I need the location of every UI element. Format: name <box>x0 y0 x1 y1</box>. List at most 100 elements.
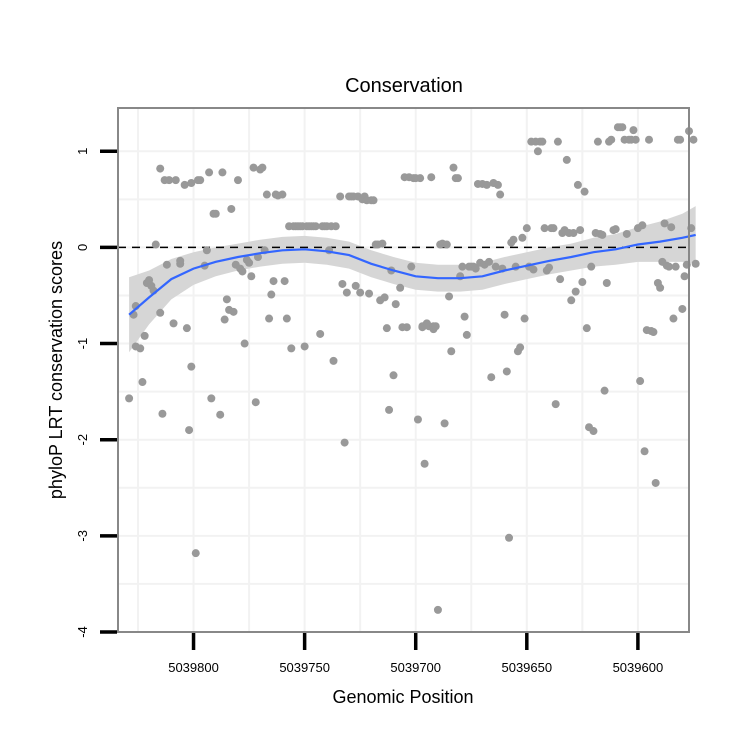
data-point <box>689 135 698 144</box>
data-point <box>631 135 640 144</box>
y-tick-label: -3 <box>75 530 90 542</box>
data-point <box>580 187 589 196</box>
smooth-line-layer <box>128 233 696 316</box>
data-point <box>502 367 511 376</box>
data-point <box>567 296 576 305</box>
data-point <box>462 330 471 339</box>
data-point <box>629 126 638 135</box>
data-point <box>176 256 185 265</box>
data-point <box>665 262 674 271</box>
data-point <box>169 319 178 328</box>
data-point <box>669 314 678 323</box>
data-point <box>651 478 660 487</box>
data-point <box>245 258 254 267</box>
x-tick-label: 5039650 <box>501 660 552 675</box>
data-point <box>638 221 647 230</box>
data-point <box>509 235 518 244</box>
data-point <box>187 362 196 371</box>
data-point <box>233 176 242 185</box>
data-point <box>598 230 607 239</box>
data-point <box>505 533 514 542</box>
data-point <box>518 233 527 242</box>
data-point <box>458 262 467 271</box>
data-point <box>282 314 291 323</box>
x-axis-title: Genomic Position <box>332 687 473 707</box>
data-point <box>249 163 258 172</box>
data-point <box>691 259 700 268</box>
data-point <box>265 314 274 323</box>
data-point <box>369 196 378 205</box>
data-point <box>487 373 496 382</box>
data-point <box>460 312 469 321</box>
data-point <box>216 410 225 419</box>
data-point <box>645 135 654 144</box>
y-tick-label: 0 <box>75 244 90 251</box>
data-point <box>420 459 429 468</box>
data-point <box>413 415 422 424</box>
data-point <box>485 257 494 266</box>
data-point <box>573 180 582 189</box>
data-point <box>262 190 271 199</box>
data-point <box>258 163 267 172</box>
data-point <box>618 123 627 132</box>
y-tick-label: -1 <box>75 338 90 350</box>
data-point <box>416 174 425 183</box>
data-point <box>185 426 194 435</box>
data-point <box>533 147 542 156</box>
data-point <box>562 155 571 164</box>
data-point <box>587 262 596 271</box>
data-point <box>182 324 191 333</box>
y-tick-label: -4 <box>75 626 90 638</box>
data-point <box>636 377 645 386</box>
data-point <box>227 204 236 213</box>
data-point <box>607 135 616 144</box>
panel-border <box>117 107 690 633</box>
data-point <box>407 262 416 271</box>
y-axis-title: phyloP LRT conservation scores <box>46 241 66 499</box>
data-point <box>680 272 689 281</box>
data-point <box>522 224 531 233</box>
data-point <box>196 176 205 185</box>
data-point <box>520 314 529 323</box>
data-point <box>162 260 171 269</box>
data-point <box>158 409 167 418</box>
smooth-line <box>128 233 696 316</box>
data-point <box>433 605 442 614</box>
data-point <box>300 342 309 351</box>
data-point <box>640 447 649 456</box>
data-point <box>545 263 554 272</box>
data-point <box>491 262 500 271</box>
data-point <box>180 180 189 189</box>
data-point <box>540 224 549 233</box>
data-point <box>440 419 449 428</box>
data-point <box>156 164 165 173</box>
data-point <box>267 290 276 299</box>
data-point <box>356 288 365 297</box>
data-point <box>589 427 598 436</box>
data-point <box>649 328 658 337</box>
data-point <box>576 226 585 235</box>
data-point <box>191 549 200 558</box>
data-point <box>571 287 580 296</box>
data-point <box>165 176 174 185</box>
data-point <box>445 292 454 301</box>
data-point <box>496 190 505 199</box>
data-point <box>449 163 458 172</box>
data-point <box>280 277 289 286</box>
x-tick-label: 5039750 <box>279 660 330 675</box>
grid <box>118 108 689 633</box>
data-point <box>582 324 591 333</box>
data-point <box>391 300 400 309</box>
data-point <box>156 308 165 317</box>
data-point <box>138 378 147 387</box>
data-point <box>151 240 160 249</box>
data-point <box>336 192 345 201</box>
data-point <box>676 135 685 144</box>
data-point <box>342 288 351 297</box>
data-point <box>529 265 538 274</box>
x-tick-label: 5039600 <box>613 660 664 675</box>
data-point <box>380 293 389 302</box>
data-point <box>340 438 349 447</box>
data-point <box>207 394 216 403</box>
data-point <box>211 209 220 218</box>
